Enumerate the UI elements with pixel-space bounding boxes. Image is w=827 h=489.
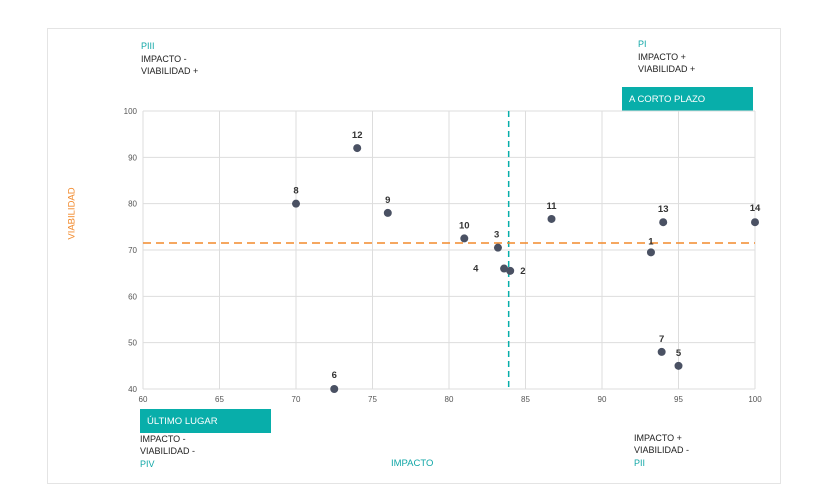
x-tick-label: 95: [674, 395, 683, 404]
tag-a-corto-plazo: A CORTO PLAZO: [622, 87, 753, 111]
y-tick-label: 100: [124, 107, 138, 116]
point-label-3: 3: [494, 230, 499, 241]
data-point-2: [506, 266, 515, 275]
x-tick-label: 75: [368, 395, 377, 404]
quadrant-code-pi: PI: [638, 39, 647, 49]
y-tick-label: 80: [128, 200, 137, 209]
quadrant-code-pii: PII: [634, 458, 646, 468]
quadrant-piv-line2: VIABILIDAD -: [140, 446, 196, 456]
point-label-13: 13: [658, 204, 669, 215]
quadrant-pii-line1: IMPACTO +: [634, 433, 682, 443]
x-tick-label: 65: [215, 395, 224, 404]
quadrant-pi-line2: VIABILIDAD +: [638, 64, 696, 74]
y-tick-label: 50: [128, 339, 137, 348]
x-axis-label: IMPACTO: [391, 458, 434, 469]
point-label-12: 12: [352, 130, 363, 141]
quadrant-code-piii: PIII: [141, 41, 155, 51]
quadrant-piii-line1: IMPACTO -: [141, 54, 187, 64]
point-label-9: 9: [385, 195, 390, 206]
y-tick-label: 60: [128, 292, 137, 301]
point-label-10: 10: [459, 220, 470, 231]
x-tick-label: 80: [445, 395, 454, 404]
x-tick-label: 70: [292, 395, 301, 404]
x-tick-label: 60: [139, 395, 148, 404]
y-tick-label: 90: [128, 153, 137, 162]
point-label-6: 6: [332, 370, 337, 381]
x-tick-label: 90: [598, 395, 607, 404]
quadrant-piv-line1: IMPACTO -: [140, 434, 186, 444]
data-point-12: [353, 144, 362, 153]
data-point-13: [659, 218, 668, 227]
data-point-10: [460, 234, 469, 243]
point-label-5: 5: [676, 348, 682, 359]
data-point-5: [674, 361, 683, 370]
data-point-14: [751, 218, 759, 227]
data-point-3: [493, 243, 502, 252]
tag-ultimo-lugar: ÚLTIMO LUGAR: [140, 409, 271, 433]
x-tick-label: 100: [748, 395, 762, 404]
data-point-1: [646, 248, 655, 257]
point-label-2: 2: [520, 266, 525, 277]
data-point-6: [330, 385, 339, 393]
data-point-4: [500, 264, 509, 273]
point-label-8: 8: [293, 186, 298, 197]
point-label-1: 1: [648, 236, 654, 247]
y-tick-label: 40: [128, 385, 137, 394]
data-point-7: [657, 347, 666, 356]
point-label-11: 11: [546, 201, 557, 212]
quadrant-pi-line1: IMPACTO +: [638, 52, 686, 62]
data-point-8: [292, 199, 300, 208]
point-label-4: 4: [473, 264, 479, 275]
y-tick-label: 70: [128, 246, 137, 255]
data-point-11: [547, 214, 556, 223]
data-point-9: [383, 208, 392, 217]
quadrant-code-piv: PIV: [140, 459, 155, 469]
point-label-14: 14: [750, 203, 761, 214]
quadrant-pii-line2: VIABILIDAD -: [634, 445, 690, 455]
quadrant-piii-line2: VIABILIDAD +: [141, 66, 199, 76]
x-tick-label: 85: [521, 395, 530, 404]
point-label-7: 7: [659, 334, 664, 345]
